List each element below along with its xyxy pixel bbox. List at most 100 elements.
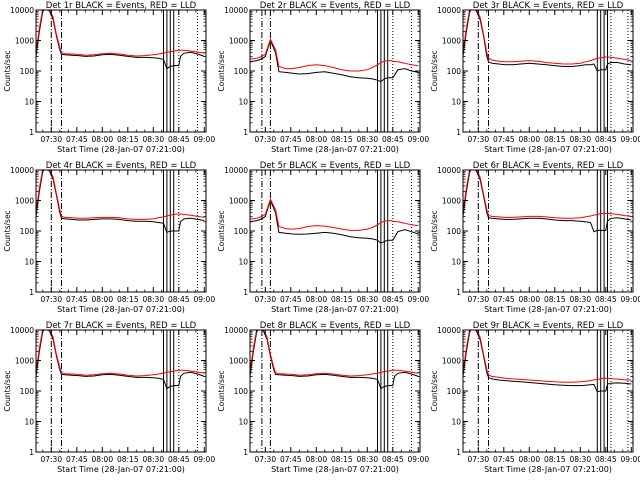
series-line-lld (250, 37, 419, 72)
x-tick-label: 07:30 (40, 455, 62, 464)
x-tick-label: 08:45 (382, 295, 404, 304)
y-axis-label: Counts/sec (217, 370, 226, 411)
x-tick-label: 08:00 (305, 135, 327, 144)
y-axis-label: Counts/sec (430, 210, 439, 251)
y-tick-label: 100 (447, 387, 462, 396)
y-tick-label: 1 (29, 448, 34, 457)
x-tick-label: 09:00 (193, 455, 215, 464)
y-tick-label: 10000 (437, 326, 461, 335)
x-tick-label: 08:15 (117, 455, 139, 464)
x-axis-label: Start Time (28-Jan-07 07:21:00) (484, 305, 612, 314)
y-tick-label: 1000 (442, 197, 461, 206)
y-tick-label: 1000 (15, 357, 34, 366)
x-tick-label: 07:30 (254, 295, 276, 304)
x-tick-label: 07:30 (40, 135, 62, 144)
x-tick-label: 08:00 (91, 135, 113, 144)
y-tick-label: 100 (447, 227, 462, 236)
x-tick-label: 08:45 (168, 295, 190, 304)
y-tick-label: 10000 (224, 6, 248, 15)
panel-det-7r: Det 7r BLACK = Events, RED = LLD 1 10 100 10… (3, 321, 215, 474)
x-tick-label: 08:30 (356, 135, 378, 144)
x-tick-label: 08:30 (356, 295, 378, 304)
y-tick-label: 10000 (224, 166, 248, 175)
panel-det-1r: Det 1r BLACK = Events, RED = LLD 1 10 100 10… (3, 1, 215, 154)
y-tick-label: 10 (238, 98, 248, 107)
x-tick-label: 07:30 (40, 295, 62, 304)
y-tick-label: 100 (234, 387, 249, 396)
y-axis-label: Counts/sec (3, 50, 12, 91)
y-tick-label: 1000 (229, 197, 248, 206)
series-line-events (463, 10, 632, 72)
y-tick-label: 10 (451, 258, 461, 267)
x-axis-label: Start Time (28-Jan-07 07:21:00) (271, 465, 399, 474)
x-tick-label: 09:00 (620, 135, 640, 144)
x-tick-label: 09:00 (620, 455, 640, 464)
x-tick-label: 08:15 (117, 295, 139, 304)
panel-det-5r: Det 5r BLACK = Events, RED = LLD 1 10 100 10… (217, 161, 429, 314)
y-tick-label: 100 (20, 387, 35, 396)
x-tick-label: 08:00 (518, 295, 540, 304)
x-axis-label: Start Time (28-Jan-07 07:21:00) (271, 145, 399, 154)
x-tick-label: 08:45 (168, 135, 190, 144)
y-tick-label: 10 (451, 418, 461, 427)
panel-det-8r: Det 8r BLACK = Events, RED = LLD 1 10 100 10… (217, 321, 429, 474)
x-tick-label: 07:30 (467, 135, 489, 144)
axes-frame (249, 329, 421, 453)
panel-det-2r: Det 2r BLACK = Events, RED = LLD 1 10 100 10… (217, 1, 429, 154)
y-tick-label: 1000 (229, 37, 248, 46)
x-tick-label: 08:15 (544, 455, 566, 464)
y-tick-label: 1 (29, 128, 34, 137)
x-tick-label: 07:30 (254, 135, 276, 144)
y-tick-label: 1 (456, 288, 461, 297)
x-tick-label: 09:00 (407, 135, 429, 144)
series-line-lld (463, 10, 632, 65)
y-axis-label: Counts/sec (430, 50, 439, 91)
y-tick-label: 10 (24, 258, 34, 267)
y-tick-label: 1000 (15, 37, 34, 46)
y-tick-label: 1000 (229, 357, 248, 366)
y-tick-label: 100 (20, 227, 35, 236)
series-line-lld (36, 330, 205, 377)
x-tick-label: 08:45 (595, 135, 617, 144)
x-tick-label: 08:45 (168, 455, 190, 464)
x-tick-label: 07:45 (280, 295, 302, 304)
y-tick-label: 10000 (437, 166, 461, 175)
x-tick-label: 07:45 (493, 455, 515, 464)
x-axis-label: Start Time (28-Jan-07 07:21:00) (57, 305, 185, 314)
x-tick-label: 08:30 (356, 455, 378, 464)
panel-det-9r: Det 9r BLACK = Events, RED = LLD 1 10 100 10… (430, 321, 640, 474)
x-axis-label: Start Time (28-Jan-07 07:21:00) (484, 145, 612, 154)
x-tick-label: 08:30 (142, 295, 164, 304)
x-tick-label: 08:15 (331, 455, 353, 464)
y-tick-label: 1 (243, 448, 248, 457)
x-tick-label: 07:30 (467, 295, 489, 304)
x-tick-label: 08:15 (117, 135, 139, 144)
x-tick-label: 08:30 (142, 455, 164, 464)
x-tick-label: 08:15 (544, 135, 566, 144)
y-tick-label: 1 (243, 288, 248, 297)
panel-title: Det 7r BLACK = Events, RED = LLD (46, 321, 197, 331)
x-tick-label: 09:00 (193, 295, 215, 304)
series-line-events (250, 39, 419, 83)
y-tick-label: 10 (24, 98, 34, 107)
x-tick-label: 08:30 (569, 455, 591, 464)
y-tick-label: 100 (234, 227, 249, 236)
x-tick-label: 08:45 (595, 295, 617, 304)
y-axis-label: Counts/sec (217, 210, 226, 251)
y-tick-label: 10 (24, 418, 34, 427)
x-tick-label: 08:45 (382, 455, 404, 464)
x-tick-label: 07:45 (280, 135, 302, 144)
x-axis-label: Start Time (28-Jan-07 07:21:00) (57, 145, 185, 154)
y-tick-label: 1 (29, 288, 34, 297)
y-tick-label: 100 (234, 67, 249, 76)
y-tick-label: 10 (238, 258, 248, 267)
y-tick-label: 100 (447, 67, 462, 76)
x-tick-label: 08:00 (518, 135, 540, 144)
x-axis-label: Start Time (28-Jan-07 07:21:00) (484, 465, 612, 474)
x-tick-label: 07:45 (66, 295, 88, 304)
x-tick-label: 09:00 (407, 455, 429, 464)
y-tick-label: 1 (456, 448, 461, 457)
y-tick-label: 10 (238, 418, 248, 427)
panel-title: Det 3r BLACK = Events, RED = LLD (473, 1, 624, 11)
